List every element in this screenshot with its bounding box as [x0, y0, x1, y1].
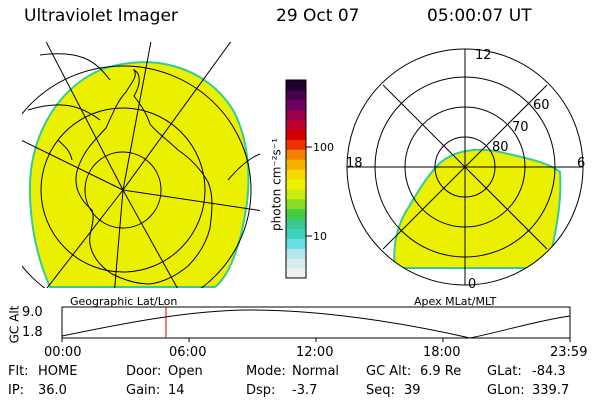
image-time: 05:00:07 UT	[427, 6, 532, 26]
colorbar-segment	[286, 149, 306, 160]
status-ip-label: IP:	[8, 383, 25, 398]
altitude-xtick-4: 23:59	[550, 345, 588, 360]
instrument-title: Ultraviolet Imager	[24, 6, 178, 26]
colorbar-segment	[286, 99, 306, 111]
status-seq-label: Seq:	[366, 383, 395, 398]
colorbar-tick-10: 10	[313, 230, 327, 243]
colorbar-segment	[286, 119, 306, 130]
status-glon-label: GLon:	[487, 383, 525, 398]
colorbar-segment	[286, 179, 306, 190]
status-mode-value: Normal	[292, 364, 340, 379]
colorbar-segment	[286, 169, 306, 180]
status-door-label: Door:	[126, 364, 162, 379]
status-gain-label: Gain:	[126, 383, 161, 398]
altitude-xtick-0: 00:00	[44, 345, 82, 360]
status-dsp-value: -3.7	[292, 383, 318, 398]
status-seq-value: 39	[404, 383, 421, 398]
status-ip-value: 36.0	[38, 383, 67, 398]
mlt-label-12: 12	[475, 48, 492, 63]
status-flt-value: HOME	[38, 364, 78, 379]
status-glat-label: GLat:	[487, 364, 522, 379]
mlt-label-6: 6	[577, 156, 586, 171]
altitude-y-low: 1.8	[22, 325, 43, 340]
status-gcalt-label: GC Alt:	[366, 364, 412, 379]
colorbar-segment	[286, 188, 306, 200]
altitude-xtick-3: 18:00	[423, 345, 461, 360]
status-mode-label: Mode:	[246, 364, 286, 379]
colorbar-segment	[286, 248, 306, 259]
polar-panel-label: Apex MLat/MLT	[414, 295, 497, 308]
altitude-ylabel: GC Alt	[7, 305, 22, 344]
image-date: 29 Oct 07	[276, 6, 360, 26]
altitude-y-high: 9.0	[22, 305, 43, 320]
colorbar-segment	[286, 109, 306, 121]
colorbar-segment	[286, 80, 306, 91]
colorbar-tick-100: 100	[313, 141, 334, 154]
mlat-label-70: 70	[512, 120, 529, 135]
colorbar-segment	[286, 228, 306, 239]
status-glon-value: 339.7	[532, 383, 570, 398]
colorbar-segment	[286, 268, 306, 279]
mlat-label-80: 80	[492, 140, 509, 155]
mlat-label-60: 60	[533, 98, 550, 113]
colorbar-segment	[286, 139, 306, 150]
geo-panel-label: Geographic Lat/Lon	[70, 295, 178, 308]
status-gain-value: 14	[168, 383, 185, 398]
colorbar-segment	[286, 89, 306, 101]
status-flt-label: Flt:	[8, 364, 29, 379]
colorbar-segment	[286, 238, 306, 249]
mlt-label-18: 18	[346, 156, 363, 171]
mlt-label-0: 0	[468, 277, 477, 292]
altitude-xtick-1: 06:00	[169, 345, 207, 360]
colorbar-segment	[286, 258, 306, 269]
status-door-value: Open	[168, 364, 203, 379]
status-gcalt-value: 6.9 Re	[420, 364, 462, 379]
status-glat-value: -84.3	[532, 364, 566, 379]
colorbar-segment	[286, 198, 306, 210]
colorbar-segment	[286, 159, 306, 170]
colorbar-segment	[286, 208, 306, 220]
status-dsp-label: Dsp:	[246, 383, 276, 398]
colorbar-segment	[286, 218, 306, 229]
altitude-xtick-2: 12:00	[296, 345, 334, 360]
colorbar-segment	[286, 129, 306, 140]
